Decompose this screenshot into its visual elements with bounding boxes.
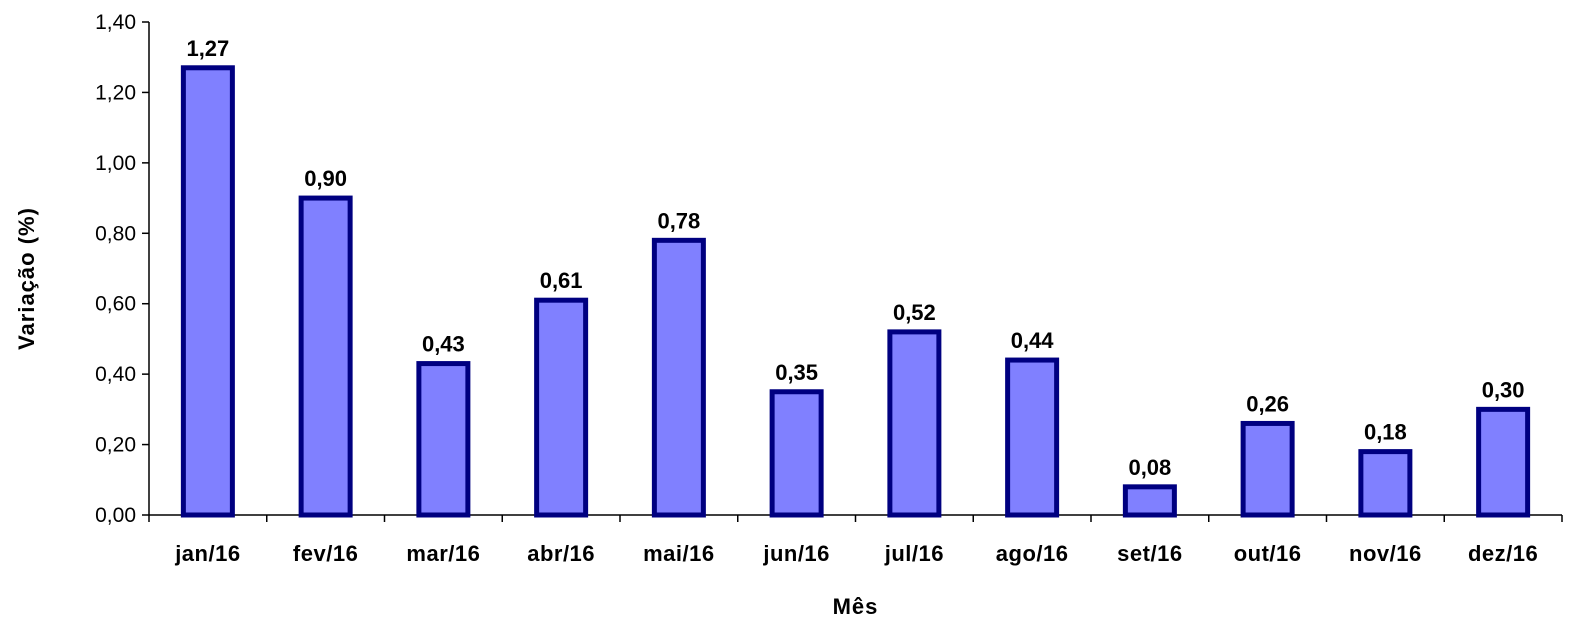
bar-jan-16 [180, 65, 235, 518]
data-label: 0,43 [422, 332, 465, 357]
data-label: 0,61 [540, 268, 583, 293]
bars [180, 65, 1531, 518]
y-tick-label: 0,40 [95, 363, 136, 386]
y-tick-label: 0,60 [95, 293, 136, 316]
x-tick-label: nov/16 [1349, 541, 1422, 566]
y-axis-title: Variação (%) [14, 207, 39, 350]
y-tick-label: 1,40 [95, 11, 136, 34]
y-tick-label: 1,20 [95, 81, 136, 104]
bar-jun-16 [769, 389, 824, 518]
y-tick-label: 0,80 [95, 222, 136, 245]
bar-jul-16 [887, 329, 942, 518]
x-tick-label: ago/16 [996, 541, 1069, 566]
x-tick-label: jul/16 [884, 541, 944, 566]
x-tick-label: mar/16 [406, 541, 480, 566]
x-tick-label: dez/16 [1468, 541, 1538, 566]
bar-mai-16 [651, 237, 706, 518]
bar-out-16 [1240, 420, 1295, 518]
x-tick-label: fev/16 [293, 541, 358, 566]
bar-abr-16 [534, 297, 589, 518]
bar-mar-16 [416, 361, 471, 518]
y-tick-label: 1,00 [95, 152, 136, 175]
x-tick-label: jan/16 [174, 541, 240, 566]
x-axis: jan/16 fev/16 mar/16 abr/16 mai/16 jun/16 jul/… [148, 514, 1563, 566]
data-label: 0,52 [893, 300, 936, 325]
data-label: 0,18 [1364, 420, 1407, 445]
x-tick-label: mai/16 [643, 541, 715, 566]
bar-fev-16 [298, 195, 353, 518]
x-tick-label: abr/16 [527, 541, 595, 566]
data-labels: 1,27 0,90 0,43 0,61 0,78 0,35 0,52 0,44 0,08 0,26… [186, 36, 1524, 480]
x-tick-label: set/16 [1117, 541, 1182, 566]
bar-dez-16 [1476, 406, 1531, 518]
bar-nov-16 [1358, 449, 1413, 518]
data-label: 0,26 [1246, 391, 1289, 416]
x-tick-label: jun/16 [762, 541, 830, 566]
data-label: 1,27 [186, 36, 229, 61]
y-tick-label: 0,20 [95, 434, 136, 457]
y-axis: 0,00 0,20 0,40 0,60 0,80 1,00 1,20 1,40 [95, 11, 150, 527]
data-label: 0,78 [657, 208, 700, 233]
data-label: 0,44 [1011, 328, 1055, 353]
y-tick-label: 0,00 [95, 504, 136, 527]
x-axis-title: Mês [833, 594, 879, 619]
data-label: 0,35 [775, 360, 818, 385]
x-tick-label: out/16 [1234, 541, 1302, 566]
data-label: 0,30 [1482, 377, 1525, 402]
data-label: 0,08 [1128, 455, 1171, 480]
bar-ago-16 [1005, 357, 1060, 518]
bar-set-16 [1122, 484, 1177, 518]
data-label: 0,90 [304, 166, 347, 191]
